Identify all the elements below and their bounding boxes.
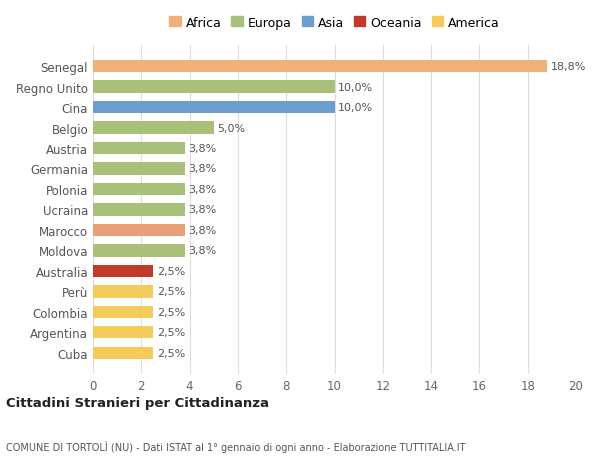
Text: 5,0%: 5,0%	[217, 123, 245, 133]
Text: 2,5%: 2,5%	[157, 266, 185, 276]
Legend: Africa, Europa, Asia, Oceania, America: Africa, Europa, Asia, Oceania, America	[166, 13, 503, 33]
Bar	[93, 224, 185, 236]
Bar	[93, 163, 185, 175]
Bar	[93, 143, 185, 155]
Bar	[93, 265, 154, 277]
Bar	[93, 285, 154, 298]
Text: 2,5%: 2,5%	[157, 307, 185, 317]
Text: 3,8%: 3,8%	[188, 164, 217, 174]
Text: Cittadini Stranieri per Cittadinanza: Cittadini Stranieri per Cittadinanza	[6, 396, 269, 409]
Bar	[93, 347, 154, 359]
Text: 10,0%: 10,0%	[338, 83, 373, 92]
Text: 10,0%: 10,0%	[338, 103, 373, 113]
Bar	[93, 326, 154, 339]
Bar	[93, 245, 185, 257]
Text: 3,8%: 3,8%	[188, 205, 217, 215]
Bar	[93, 306, 154, 318]
Bar	[93, 102, 335, 114]
Text: 18,8%: 18,8%	[551, 62, 586, 72]
Text: 2,5%: 2,5%	[157, 348, 185, 358]
Text: 3,8%: 3,8%	[188, 185, 217, 195]
Text: 3,8%: 3,8%	[188, 246, 217, 256]
Text: 2,5%: 2,5%	[157, 287, 185, 297]
Bar	[93, 184, 185, 196]
Bar	[93, 81, 335, 94]
Text: 3,8%: 3,8%	[188, 225, 217, 235]
Text: 2,5%: 2,5%	[157, 328, 185, 337]
Bar	[93, 61, 547, 73]
Text: COMUNE DI TORTOLÌ (NU) - Dati ISTAT al 1° gennaio di ogni anno - Elaborazione TU: COMUNE DI TORTOLÌ (NU) - Dati ISTAT al 1…	[6, 440, 466, 452]
Bar	[93, 122, 214, 134]
Text: 3,8%: 3,8%	[188, 144, 217, 154]
Bar	[93, 204, 185, 216]
